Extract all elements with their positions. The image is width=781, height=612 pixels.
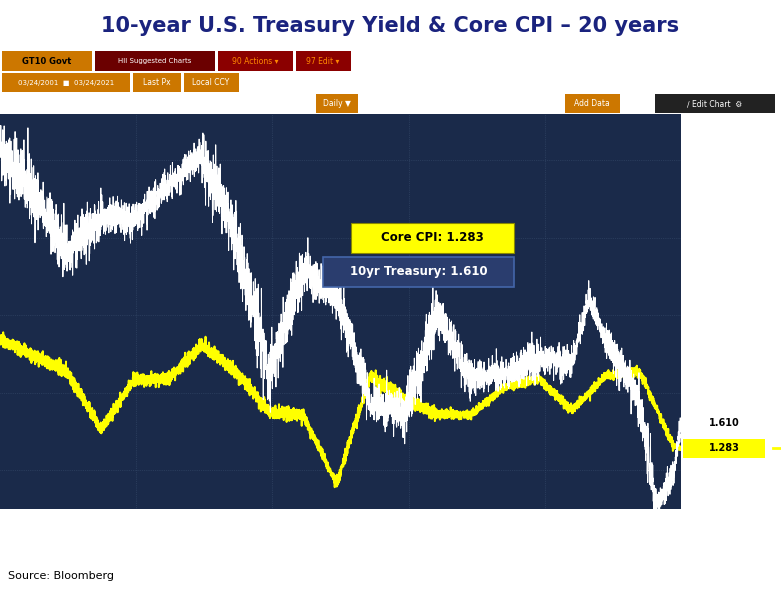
Text: Line Chart: Line Chart	[729, 56, 772, 65]
Text: »: »	[637, 99, 643, 108]
Text: Source: Bloomberg: Source: Bloomberg	[8, 571, 114, 581]
Text: 6M: 6M	[127, 99, 137, 108]
Text: 2.000: 2.000	[722, 388, 750, 398]
Bar	[95, 51, 215, 71]
Text: 4.000: 4.000	[722, 233, 750, 243]
FancyBboxPatch shape	[683, 414, 765, 432]
Text: 03/24/2001  ■  03/24/2021: 03/24/2001 ■ 03/24/2021	[18, 80, 114, 86]
Bar	[2, 73, 130, 92]
Text: ■ Key Events: ■ Key Events	[374, 78, 426, 87]
Text: 1.610: 1.610	[708, 418, 740, 428]
Text: Daily ▼: Daily ▼	[323, 99, 351, 108]
FancyBboxPatch shape	[323, 257, 514, 286]
Text: Australia 61 2 9777 8600  Brazil 5511 2395 9000  Europe 44 20 7330 7500  Germany: Australia 61 2 9777 8600 Brazil 5511 239…	[197, 520, 584, 524]
Text: 10yr Treasury: 1.610: 10yr Treasury: 1.610	[350, 266, 487, 278]
Text: Add Data: Add Data	[574, 99, 610, 108]
Bar	[133, 73, 181, 92]
Text: 10-year U.S. Treasury Yield & Core CPI – 20 years: 10-year U.S. Treasury Yield & Core CPI –…	[102, 16, 679, 36]
Text: 5.000: 5.000	[722, 155, 750, 165]
Text: 1.000: 1.000	[722, 465, 750, 476]
Text: Japan 81 3 4565 8900    Singapore 65 6212 1000    U.S. 1 212 318 2000    Copyrig: Japan 81 3 4565 8900 Singapore 65 6212 1…	[223, 535, 558, 540]
Text: 3.000: 3.000	[722, 310, 750, 320]
Bar	[218, 51, 293, 71]
Text: 90 Actions ▾: 90 Actions ▾	[232, 56, 278, 65]
Text: Table: Table	[440, 99, 460, 108]
Bar	[184, 73, 239, 92]
Text: Last Px: Last Px	[143, 78, 171, 87]
Text: SN 334269 G260-7017-173 26-Mar-21 10:05:05 EDT  GMT-4:00: SN 334269 G260-7017-173 26-Mar-21 10:05:…	[469, 552, 655, 558]
Text: 5Y: 5Y	[241, 99, 251, 108]
Text: Core CPI: 1.283: Core CPI: 1.283	[381, 231, 484, 244]
Text: 3D: 3D	[51, 99, 62, 108]
Bar	[655, 94, 775, 113]
Text: Max: Max	[276, 99, 292, 108]
Bar	[565, 94, 620, 113]
FancyBboxPatch shape	[351, 223, 514, 253]
FancyBboxPatch shape	[683, 439, 765, 458]
Text: □ Mov Avgs ∕: □ Mov Avgs ∕	[269, 78, 320, 87]
Text: Local CCY: Local CCY	[192, 78, 230, 87]
Text: YTD: YTD	[162, 99, 177, 108]
Text: GT10 Govt: GT10 Govt	[23, 56, 72, 65]
Text: ≈ 1ℓ: ≈ 1ℓ	[372, 99, 388, 108]
Bar	[296, 51, 351, 71]
Text: 1.283: 1.283	[708, 443, 740, 453]
Text: 1D: 1D	[12, 99, 23, 108]
Text: 1M: 1M	[88, 99, 100, 108]
Text: 1Y: 1Y	[203, 99, 212, 108]
Bar	[2, 51, 92, 71]
Bar	[316, 94, 358, 113]
Text: ∕ Edit Chart  ⚙: ∕ Edit Chart ⚙	[687, 99, 743, 108]
Text: Compare ▾: Compare ▾	[500, 99, 540, 108]
Text: 97 Edit ▾: 97 Edit ▾	[306, 56, 340, 65]
Text: HII Suggested Charts: HII Suggested Charts	[118, 58, 191, 64]
